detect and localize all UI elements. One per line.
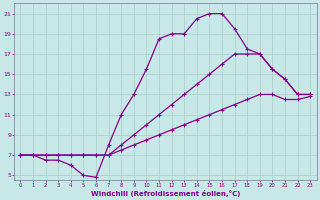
X-axis label: Windchill (Refroidissement éolien,°C): Windchill (Refroidissement éolien,°C) [91,190,240,197]
